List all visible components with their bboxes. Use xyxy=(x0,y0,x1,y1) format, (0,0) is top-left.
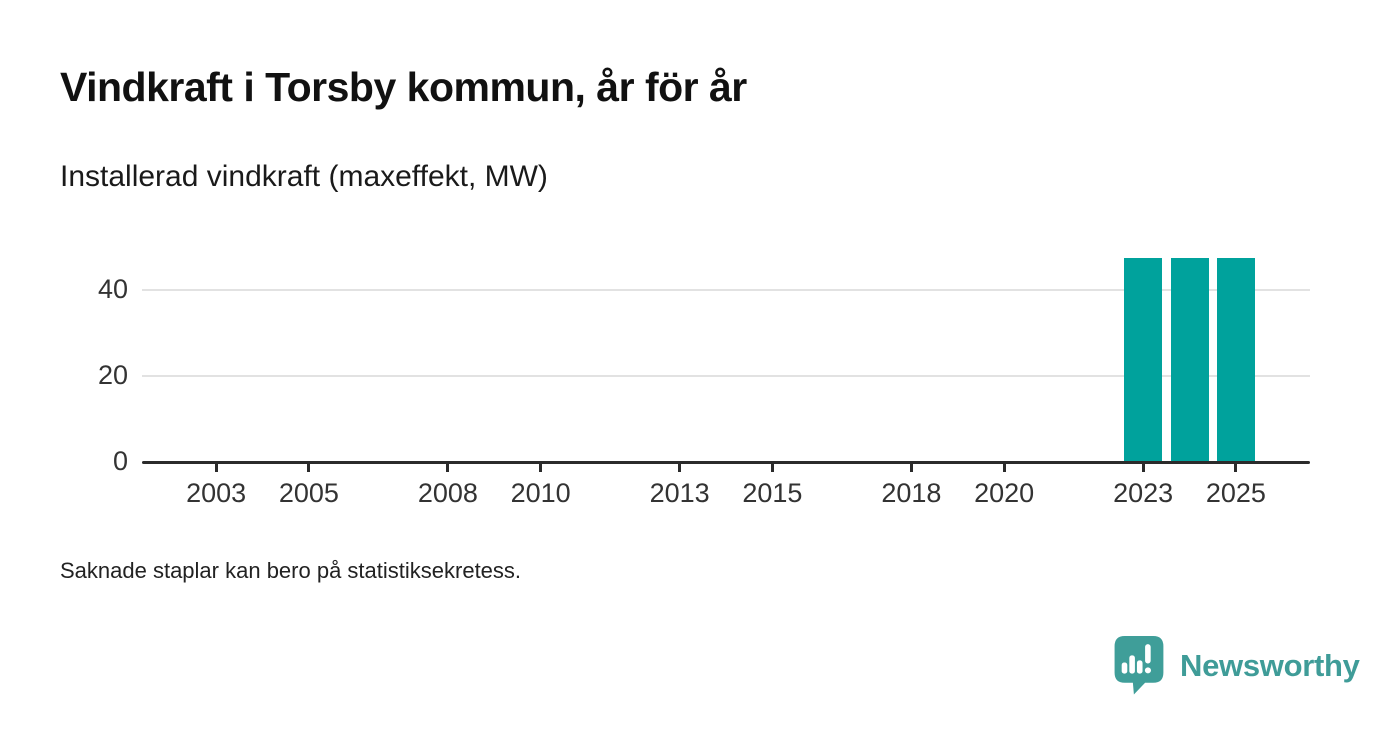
x-tick-2025 xyxy=(1234,463,1238,472)
x-tick-label-2013: 2013 xyxy=(649,478,710,508)
y-tick-label-0: 0 xyxy=(112,446,128,476)
x-tick-2020 xyxy=(1002,463,1006,472)
x-tick-label-2003: 2003 xyxy=(186,478,247,508)
bar-2023 xyxy=(1124,257,1163,462)
bar-2025 xyxy=(1216,257,1255,462)
gridline-y-40 xyxy=(142,289,1310,291)
gridline-y-20 xyxy=(142,375,1310,377)
footnote: Saknade staplar kan bero på statistiksek… xyxy=(60,558,522,583)
x-tick-label-2008: 2008 xyxy=(417,478,478,508)
x-tick-2003 xyxy=(214,463,218,472)
bar-2024 xyxy=(1170,257,1209,462)
chart-title: Vindkraft i Torsby kommun, år för år xyxy=(60,64,747,110)
x-tick-label-2023: 2023 xyxy=(1113,478,1174,508)
x-tick-label-2005: 2005 xyxy=(278,478,339,508)
newsworthy-chart-bubble-icon xyxy=(1114,636,1164,695)
x-tick-2010 xyxy=(539,463,543,472)
x-tick-2018 xyxy=(909,463,913,472)
x-tick-2015 xyxy=(770,463,774,472)
x-tick-label-2010: 2010 xyxy=(510,478,571,508)
brand-logo: Newsworthy xyxy=(1114,636,1360,696)
y-tick-label-40: 40 xyxy=(97,274,128,304)
x-tick-label-2015: 2015 xyxy=(742,478,803,508)
x-tick-2008 xyxy=(446,463,450,472)
x-tick-label-2018: 2018 xyxy=(881,478,942,508)
x-tick-label-2020: 2020 xyxy=(974,478,1035,508)
y-tick-label-20: 20 xyxy=(97,360,128,390)
x-tick-2023 xyxy=(1141,463,1145,472)
x-tick-2005 xyxy=(307,463,311,472)
x-axis-line xyxy=(142,461,1310,464)
brand-name: Newsworthy xyxy=(1180,648,1360,683)
chart-subtitle: Installerad vindkraft (maxeffekt, MW) xyxy=(60,160,548,193)
x-tick-2013 xyxy=(678,463,682,472)
x-tick-label-2025: 2025 xyxy=(1205,478,1266,508)
